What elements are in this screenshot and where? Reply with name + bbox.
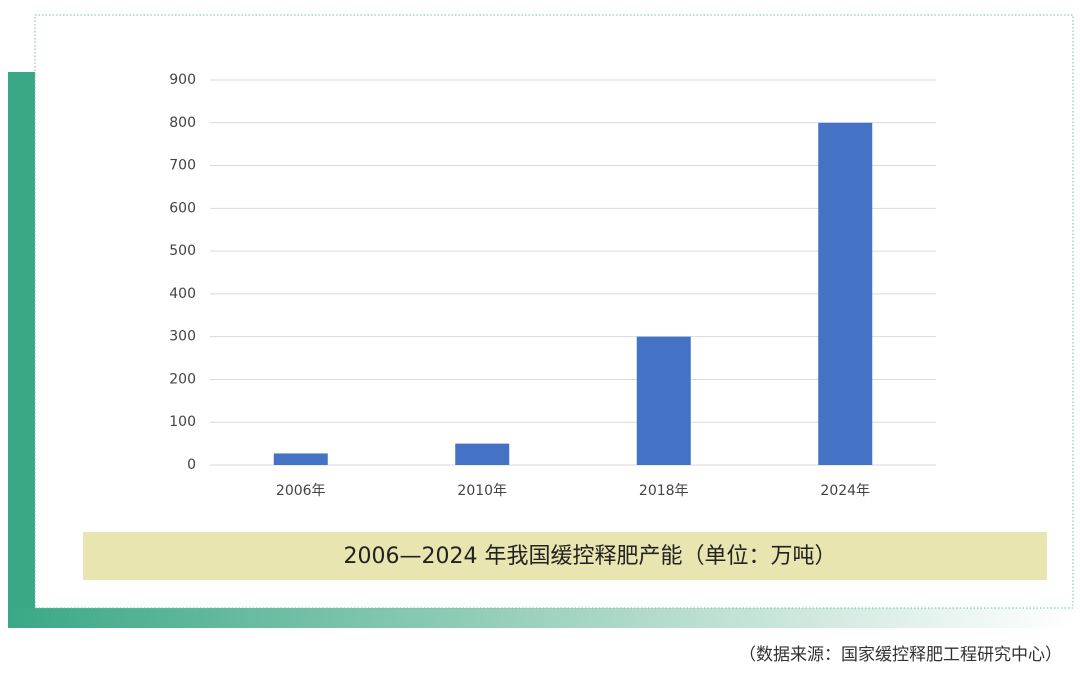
bottom-bar (8, 608, 1073, 628)
y-tick-label: 400 (169, 286, 196, 302)
x-tick-label: 2006年 (276, 483, 326, 499)
bar (818, 122, 873, 466)
y-tick-label: 600 (169, 200, 196, 216)
y-tick-label: 0 (187, 457, 196, 473)
y-tick-label: 900 (169, 72, 196, 88)
y-tick-label: 100 (169, 414, 196, 430)
chart-title: 2006—2024 年我国缓控释肥产能（单位：万吨） (344, 544, 837, 569)
side-bar (8, 72, 35, 628)
y-tick-label: 300 (169, 329, 196, 345)
y-tick-label: 200 (169, 371, 196, 387)
title-box (83, 532, 1047, 580)
bar (273, 453, 328, 465)
source: （数据来源：国家缓控释肥工程研究中心） (739, 645, 1062, 665)
y-tick-label: 800 (169, 115, 196, 131)
x-tick-label: 2024年 (820, 483, 870, 499)
frame (34, 14, 1074, 609)
x-tick-label: 2010年 (457, 483, 507, 499)
x-tick-label: 2018年 (639, 483, 689, 499)
y-tick-label: 500 (169, 243, 196, 259)
bar (455, 443, 510, 465)
y-tick-label: 700 (169, 158, 196, 174)
bar (636, 336, 691, 465)
